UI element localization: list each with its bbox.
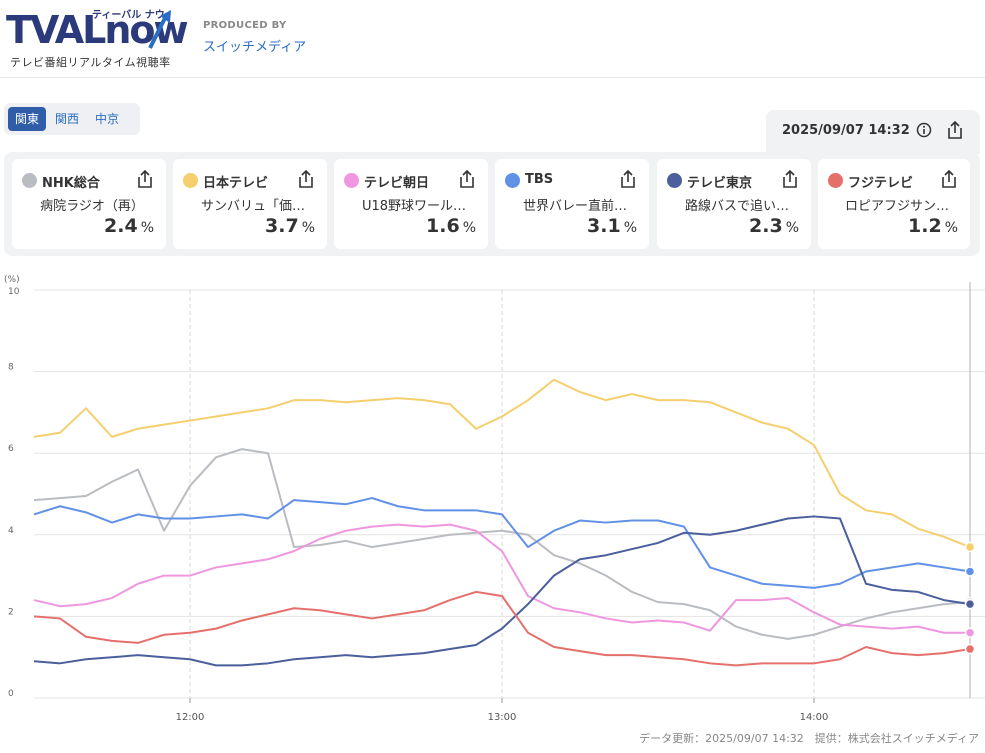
channel-name: TBS <box>525 172 554 187</box>
series-line <box>33 448 971 640</box>
program-title: U18野球ワール… <box>361 199 467 214</box>
series-end-point <box>964 643 976 655</box>
y-tick-label: 2 <box>8 607 14 617</box>
rating-value: 2.4% <box>104 215 154 237</box>
share-icon[interactable] <box>297 169 315 189</box>
rating-value: 1.2% <box>908 215 958 237</box>
channel-card[interactable]: 日本テレビサンバリュ「価… 3.7% <box>173 159 327 249</box>
share-icon[interactable] <box>619 169 637 189</box>
series-line <box>33 590 971 667</box>
tab-chukyo[interactable]: 中京 <box>95 112 120 126</box>
channel-card[interactable]: テレビ東京路線バスで追い… 2.3% <box>657 159 811 249</box>
x-tick-label: 14:00 <box>800 712 829 723</box>
y-tick-label: 8 <box>8 363 14 373</box>
series-end-point <box>964 541 976 553</box>
series-line <box>33 523 970 634</box>
y-tick-label: 4 <box>8 526 14 536</box>
channel-name: フジテレビ <box>848 176 914 191</box>
channel-color-dot <box>183 173 198 188</box>
info-icon[interactable] <box>916 122 932 138</box>
ratings-chart-svg: (%) 0 2 4 6 8 10 12:00 13:00 14:00 <box>4 275 985 723</box>
channel-name: テレビ東京 <box>687 176 753 191</box>
channel-name: テレビ朝日 <box>364 176 430 191</box>
footer-credit: データ更新：2025/09/07 14:32 提供：株式会社スイッチメディア <box>639 732 979 745</box>
logo-kana: ティーバル ナウ <box>92 10 165 21</box>
ratings-chart: (%) 0 2 4 6 8 10 12:00 13:00 14:00 <box>0 268 985 733</box>
series-line <box>33 497 971 589</box>
program-title: 病院ラジオ（再） <box>40 199 144 214</box>
share-icon[interactable] <box>781 169 799 189</box>
series-end-point <box>964 627 976 638</box>
series-line <box>33 378 971 548</box>
channel-color-dot <box>344 173 359 188</box>
update-timestamp: 2025/09/07 14:32 <box>782 123 910 138</box>
logo-subtitle: テレビ番組リアルタイム視聴率 <box>10 56 171 69</box>
producer-link[interactable]: スイッチメディア <box>203 40 307 55</box>
program-title: 世界バレー直前… <box>522 199 627 214</box>
x-tick-label: 13:00 <box>488 712 517 723</box>
tab-kansai[interactable]: 関西 <box>55 112 80 126</box>
region-tabs: 関東 関西 中京 <box>4 103 140 135</box>
channel-card[interactable]: テレビ朝日 U18野球ワール… 1.6% <box>334 159 488 249</box>
channel-card[interactable]: フジテレビロピアフジサン… 1.2% <box>818 159 970 249</box>
y-tick-label: 6 <box>8 444 14 454</box>
rating-value: 1.6% <box>426 215 476 237</box>
series-end-point <box>964 598 976 610</box>
program-title: サンバリュ「価… <box>200 199 305 214</box>
tvalnow-logo[interactable]: TVALnow ティーバル ナウ テレビ番組リアルタイム視聴率 <box>6 6 189 69</box>
channel-card[interactable]: TBS 世界バレー直前… 3.1% <box>495 159 649 249</box>
produced-by-label: PRODUCED BY <box>203 20 287 31</box>
series-line <box>33 515 971 667</box>
x-tick-label: 12:00 <box>176 712 205 723</box>
tab-kanto[interactable]: 関東 <box>8 107 47 131</box>
y-tick-label: 10 <box>8 287 20 297</box>
trend-arrow-icon <box>148 10 171 49</box>
rating-value: 3.7% <box>265 215 315 237</box>
channel-color-dot <box>667 173 682 188</box>
series-end-point <box>964 566 976 577</box>
share-icon[interactable] <box>458 169 476 189</box>
program-title: 路線バスで追い… <box>684 199 789 214</box>
y-tick-label: 0 <box>8 689 14 699</box>
channel-color-dot <box>505 173 520 188</box>
channel-name: 日本テレビ <box>203 176 269 191</box>
share-icon[interactable] <box>136 169 154 189</box>
rating-value: 3.1% <box>587 215 637 237</box>
channel-card[interactable]: NHK総合病院ラジオ（再） 2.4% <box>12 159 166 249</box>
logo-wordmark: TVALnow <box>6 8 189 52</box>
channel-color-dot <box>22 173 37 188</box>
y-axis-unit: (%) <box>4 275 20 285</box>
program-title: ロピアフジサン… <box>844 199 949 214</box>
timestamp-box: 2025/09/07 14:32 <box>766 110 980 154</box>
header: TVALnow ティーバル ナウ テレビ番組リアルタイム視聴率 PRODUCED… <box>0 0 985 78</box>
rating-value: 2.3% <box>749 215 799 237</box>
share-icon[interactable] <box>940 169 958 189</box>
channel-name: NHK総合 <box>42 176 100 191</box>
channel-panel <box>4 152 980 256</box>
share-icon[interactable] <box>946 120 964 140</box>
channel-color-dot <box>828 173 843 188</box>
